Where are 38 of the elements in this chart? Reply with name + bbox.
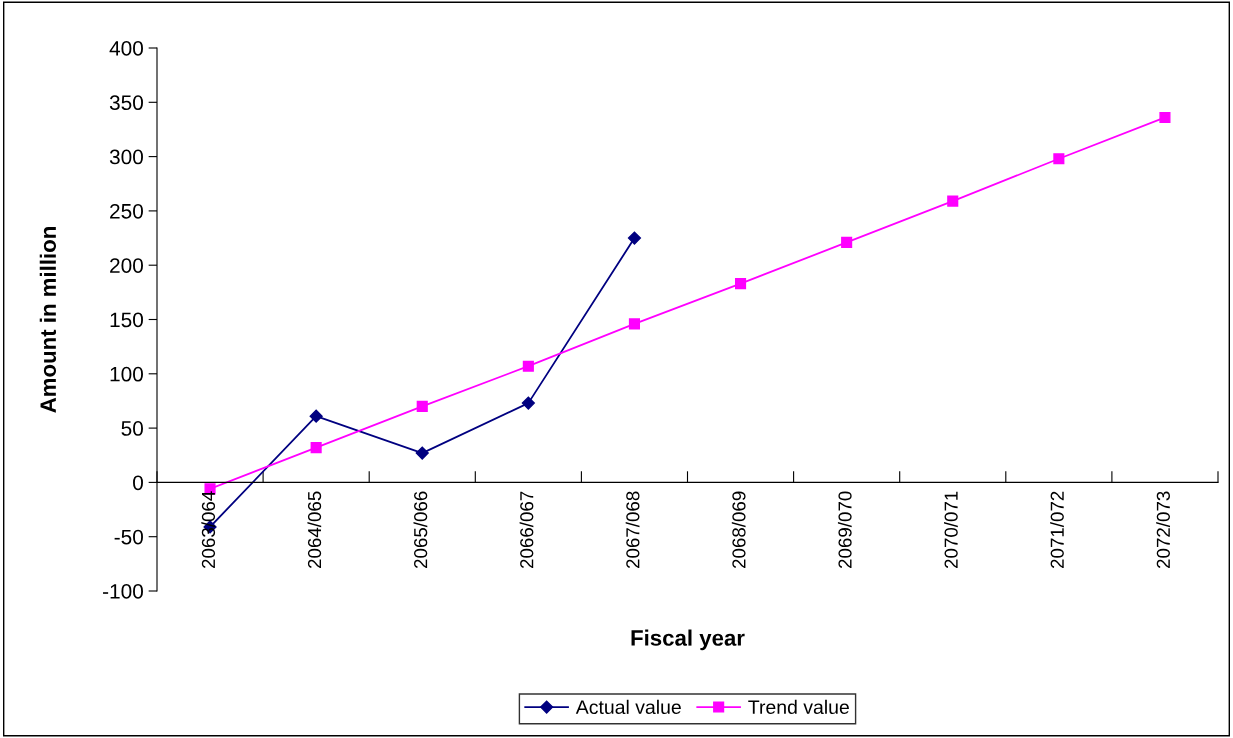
x-tick-label: 2063/064 bbox=[201, 491, 216, 568]
y-tick-label: -50 bbox=[114, 529, 143, 545]
y-axis-title: Amount in million bbox=[39, 227, 57, 413]
y-tick-label: 100 bbox=[110, 366, 143, 382]
y-tick-label: 50 bbox=[121, 421, 143, 436]
y-tick-label: 250 bbox=[110, 203, 143, 219]
x-tick-label: 2064/065 bbox=[307, 491, 322, 568]
point bbox=[522, 360, 534, 372]
point bbox=[1159, 111, 1171, 124]
x-tick-label: 2069/070 bbox=[837, 491, 852, 568]
y-tick-label: 200 bbox=[110, 258, 143, 273]
y-tick-label: 300 bbox=[109, 149, 143, 165]
y-tick-label: 350 bbox=[109, 95, 143, 111]
point bbox=[309, 409, 323, 423]
point bbox=[628, 318, 641, 330]
point bbox=[310, 442, 322, 454]
x-axis-title: Fiscal year bbox=[631, 629, 745, 651]
y-tick-label: 400 bbox=[109, 41, 143, 56]
point bbox=[521, 396, 535, 410]
y-tick-label: -100 bbox=[103, 584, 143, 599]
y-tick-label: 150 bbox=[110, 312, 143, 328]
x-tick-label: 2072/073 bbox=[1156, 491, 1170, 568]
x-tick-label: 2065/066 bbox=[413, 491, 428, 568]
point bbox=[841, 236, 853, 248]
legend-label: Actual value bbox=[575, 699, 681, 715]
x-tick-label: 2066/067 bbox=[519, 491, 534, 568]
x-tick-label: 2068/069 bbox=[731, 491, 746, 568]
x-tick-label: 2067/068 bbox=[625, 491, 640, 568]
point bbox=[415, 446, 429, 460]
point bbox=[1053, 153, 1065, 165]
legend-label: Trend value bbox=[748, 699, 849, 715]
y-tick-label: 0 bbox=[133, 475, 143, 491]
point bbox=[627, 231, 642, 245]
point bbox=[416, 400, 428, 412]
x-tick-label: 2071/072 bbox=[1050, 491, 1064, 568]
point bbox=[947, 195, 959, 207]
x-tick-label: 2070/071 bbox=[944, 491, 958, 568]
point bbox=[734, 278, 747, 290]
